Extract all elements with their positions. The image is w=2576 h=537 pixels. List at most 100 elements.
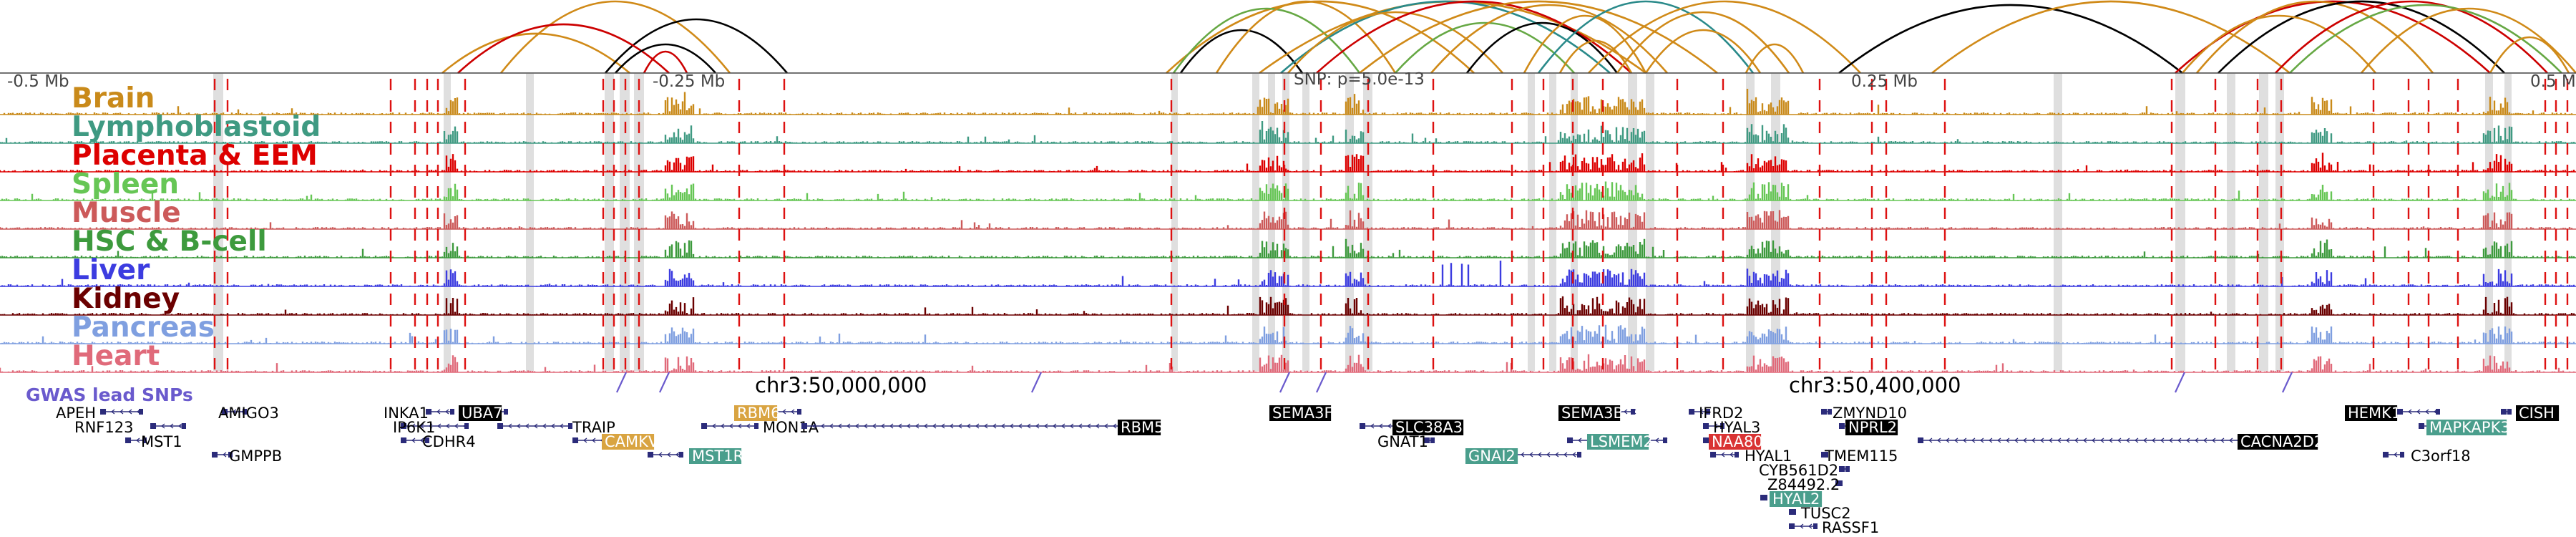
- gene-label: HYAL3: [1713, 419, 1760, 436]
- loop-arc: [1430, 4, 1668, 74]
- gene-label: HYAL2: [1772, 490, 1820, 508]
- gene-exon: [1631, 409, 1635, 415]
- loop-arc: [499, 0, 731, 74]
- snp-label: SNP: p=5.0e-13: [1294, 70, 1425, 89]
- gene-exon: [1735, 452, 1739, 458]
- gene-exon: [648, 452, 653, 458]
- strand-arrow: [1928, 437, 1933, 443]
- gene-lsmem2: LSMEM2: [1567, 433, 1668, 450]
- grey-band: [1646, 74, 1654, 371]
- gene-exon: [182, 423, 186, 429]
- loop-arc: [643, 50, 688, 74]
- strand-arrow: [1061, 423, 1065, 429]
- grey-band: [2227, 74, 2235, 371]
- loop-arc: [2218, 0, 2505, 74]
- strand-arrow: [782, 409, 786, 415]
- gene-ip6k1: IP6K1: [393, 419, 469, 436]
- strand-arrow: [2416, 409, 2421, 415]
- strand-arrow: [551, 423, 555, 429]
- gene-exon: [2400, 452, 2404, 458]
- strand-arrow: [881, 423, 885, 429]
- gene-mst1r: MST1R: [648, 448, 743, 465]
- gene-exon: [1689, 409, 1694, 415]
- gene-label: UBA7: [462, 405, 503, 422]
- strand-arrow: [2023, 437, 2027, 443]
- chr-label-2: chr3:50,400,000: [1789, 373, 1961, 397]
- gene-label: Z84492.2: [1767, 476, 1840, 493]
- strand-arrow: [1729, 452, 1734, 458]
- gene-nprl2: NPRL2: [1839, 419, 1898, 436]
- strand-arrow: [2066, 437, 2070, 443]
- gene-z84492-2: Z84492.2: [1767, 476, 1843, 493]
- strand-arrow: [1800, 523, 1804, 529]
- gene-exon: [1706, 409, 1710, 415]
- strand-arrow: [128, 409, 132, 415]
- track-label: Placenta & EEM: [72, 140, 318, 172]
- gene-exon: [150, 423, 156, 429]
- strand-arrow: [967, 423, 971, 429]
- gene-exon: [222, 409, 228, 415]
- strand-arrow: [2014, 437, 2019, 443]
- coord-right-mid: 0.25 Mb: [1851, 72, 1918, 91]
- track-label: Brain: [72, 82, 155, 115]
- gwas-snp-tick: [659, 372, 670, 393]
- strand-arrow: [429, 423, 433, 429]
- loop-arc: [441, 32, 630, 74]
- strand-arrow: [411, 423, 416, 429]
- strand-arrow: [454, 423, 459, 429]
- strand-arrow: [2109, 437, 2113, 443]
- strand-arrow: [1096, 423, 1100, 429]
- strand-arrow: [525, 423, 530, 429]
- gene-exon: [1424, 437, 1430, 443]
- tissue-tracks: [0, 89, 2576, 373]
- grey-band: [2054, 74, 2062, 371]
- strand-arrow: [1555, 452, 1559, 458]
- track-label: Muscle: [72, 197, 181, 229]
- gene-label-bg: [1558, 405, 1621, 421]
- gene-label: GMPPB: [229, 448, 282, 465]
- gene-exon: [426, 409, 431, 415]
- gene-exon: [797, 409, 801, 415]
- loop-arc: [1280, 0, 1611, 74]
- gene-naa80: NAA80: [1703, 433, 1763, 450]
- gene-exon: [450, 409, 454, 415]
- strand-arrow: [958, 423, 962, 429]
- loop-arc: [1179, 29, 1304, 74]
- gene-label: NAA80: [1712, 433, 1763, 450]
- strand-arrow: [2117, 437, 2122, 443]
- gene-exon: [1813, 523, 1818, 529]
- track-lymphoblastoid: [0, 121, 2576, 144]
- gene-exon: [125, 437, 131, 443]
- strand-arrow: [2229, 437, 2233, 443]
- track-liver: [0, 261, 2576, 287]
- gene-exon: [572, 437, 578, 443]
- gene-label: CAMKV: [605, 433, 659, 450]
- gene-label: SEMA3F: [1272, 405, 1333, 422]
- track-brain: [0, 89, 2576, 115]
- gene-hemk1: HEMK1: [2345, 405, 2440, 422]
- strand-arrow: [829, 423, 834, 429]
- strand-arrow: [233, 409, 237, 415]
- strand-arrow: [119, 409, 124, 415]
- track-pancreas: [0, 324, 2576, 344]
- strand-arrow: [2092, 437, 2096, 443]
- gwas-label: GWAS lead SNPs: [26, 384, 193, 405]
- gene-traip: TRAIP: [497, 419, 615, 436]
- strand-arrow: [729, 423, 733, 429]
- track-heart: [0, 354, 2576, 373]
- coord-left: -0.5 Mb: [7, 72, 69, 91]
- gene-label: RASSF1: [1822, 519, 1879, 536]
- strand-arrow: [2057, 437, 2062, 443]
- gene-gmppb: GMPPB: [212, 448, 282, 465]
- gene-label: INKA1: [384, 405, 429, 422]
- strand-arrow: [907, 423, 911, 429]
- loop-arc: [2182, 14, 2376, 74]
- strand-arrow: [658, 452, 663, 458]
- gene-mapkapk3: MAPKAPK3: [2419, 419, 2510, 436]
- gene-label-bg: [2238, 434, 2318, 450]
- strand-arrow: [111, 409, 115, 415]
- gene-exon: [801, 423, 807, 429]
- gene-tmem115: TMEM115: [1821, 448, 1898, 465]
- loop-arc: [1931, 0, 2290, 74]
- strand-arrow: [1001, 423, 1005, 429]
